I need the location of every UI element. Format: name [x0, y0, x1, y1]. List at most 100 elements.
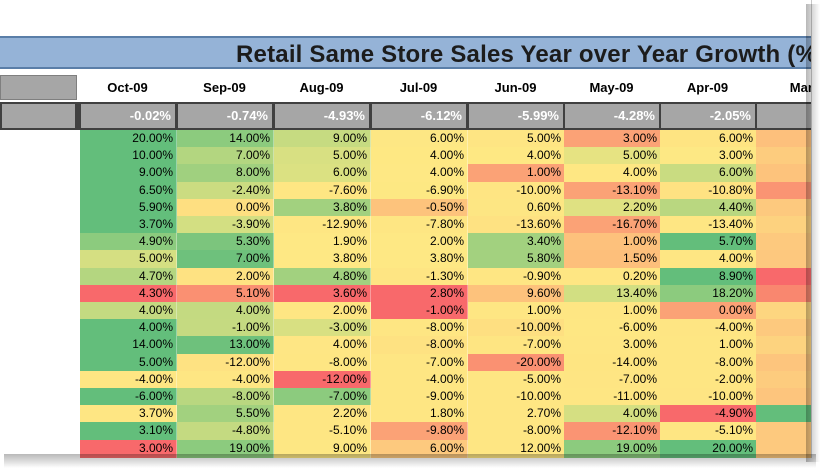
- data-cell[interactable]: 19.00%: [177, 440, 274, 458]
- data-cell[interactable]: 4.40%: [660, 199, 757, 217]
- data-cell[interactable]: 4.00%: [371, 164, 468, 182]
- data-cell[interactable]: 5.10%: [177, 285, 274, 303]
- data-cell[interactable]: 1.00%: [468, 302, 565, 320]
- data-cell[interactable]: 19.00%: [564, 440, 661, 458]
- data-cell[interactable]: -6.00%: [80, 388, 177, 406]
- data-cell[interactable]: [756, 147, 811, 165]
- data-cell[interactable]: 3.10%: [80, 422, 177, 440]
- data-cell[interactable]: [756, 422, 811, 440]
- data-cell[interactable]: 3.40%: [468, 233, 565, 251]
- data-cell[interactable]: -4.80%: [177, 422, 274, 440]
- data-cell[interactable]: 8.90%: [660, 268, 757, 286]
- average-cell-4[interactable]: -5.99%: [469, 104, 563, 128]
- data-cell[interactable]: 6.50%: [80, 182, 177, 200]
- data-cell[interactable]: 5.00%: [564, 147, 661, 165]
- data-cell[interactable]: 3.80%: [274, 199, 371, 217]
- data-cell[interactable]: 3.60%: [274, 285, 371, 303]
- data-cell[interactable]: 13.40%: [564, 285, 661, 303]
- data-cell[interactable]: -9.80%: [371, 422, 468, 440]
- month-header-4[interactable]: Jun-09: [494, 80, 537, 95]
- data-cell[interactable]: 3.00%: [80, 440, 177, 458]
- data-cell[interactable]: 10.00%: [80, 147, 177, 165]
- data-cell[interactable]: -4.00%: [177, 371, 274, 389]
- data-cell[interactable]: 9.00%: [274, 130, 371, 148]
- data-cell[interactable]: 2.80%: [371, 285, 468, 303]
- data-cell[interactable]: 4.00%: [80, 319, 177, 337]
- data-cell[interactable]: -9.00%: [371, 388, 468, 406]
- data-cell[interactable]: [756, 250, 811, 268]
- data-cell[interactable]: 2.20%: [564, 199, 661, 217]
- data-cell[interactable]: -8.00%: [468, 422, 565, 440]
- data-cell[interactable]: -10.80%: [660, 182, 757, 200]
- data-cell[interactable]: 12.00%: [468, 440, 565, 458]
- average-cell-3[interactable]: -6.12%: [372, 104, 466, 128]
- data-cell[interactable]: -10.00%: [468, 182, 565, 200]
- data-cell[interactable]: -0.50%: [371, 199, 468, 217]
- data-cell[interactable]: -7.00%: [371, 354, 468, 372]
- data-cell[interactable]: -13.60%: [468, 216, 565, 234]
- data-cell[interactable]: -12.10%: [564, 422, 661, 440]
- data-cell[interactable]: 3.00%: [564, 336, 661, 354]
- data-cell[interactable]: 2.70%: [468, 405, 565, 423]
- data-cell[interactable]: -5.10%: [660, 422, 757, 440]
- data-cell[interactable]: -4.90%: [660, 405, 757, 423]
- data-cell[interactable]: 0.00%: [660, 302, 757, 320]
- data-cell[interactable]: 4.90%: [80, 233, 177, 251]
- data-cell[interactable]: -8.00%: [371, 319, 468, 337]
- data-cell[interactable]: 5.80%: [468, 250, 565, 268]
- data-cell[interactable]: 2.00%: [274, 302, 371, 320]
- data-cell[interactable]: -10.00%: [468, 388, 565, 406]
- data-cell[interactable]: -2.40%: [177, 182, 274, 200]
- data-cell[interactable]: [756, 233, 811, 251]
- data-cell[interactable]: 5.70%: [660, 233, 757, 251]
- data-cell[interactable]: -16.70%: [564, 216, 661, 234]
- data-cell[interactable]: 5.00%: [274, 147, 371, 165]
- data-cell[interactable]: 4.00%: [468, 147, 565, 165]
- data-cell[interactable]: 4.00%: [177, 302, 274, 320]
- data-cell[interactable]: -1.00%: [371, 302, 468, 320]
- average-cell-6[interactable]: -2.05%: [661, 104, 755, 128]
- data-cell[interactable]: 2.00%: [177, 268, 274, 286]
- data-cell[interactable]: -20.00%: [468, 354, 565, 372]
- data-cell[interactable]: 3.00%: [564, 130, 661, 148]
- data-cell[interactable]: -6.00%: [564, 319, 661, 337]
- data-cell[interactable]: 4.80%: [274, 268, 371, 286]
- data-cell[interactable]: 4.00%: [80, 302, 177, 320]
- data-cell[interactable]: [756, 354, 811, 372]
- data-cell[interactable]: 6.00%: [660, 130, 757, 148]
- data-cell[interactable]: -4.00%: [371, 371, 468, 389]
- data-cell[interactable]: 1.00%: [660, 336, 757, 354]
- data-cell[interactable]: -7.00%: [274, 388, 371, 406]
- data-cell[interactable]: -13.40%: [660, 216, 757, 234]
- data-cell[interactable]: 1.90%: [274, 233, 371, 251]
- data-cell[interactable]: 6.00%: [371, 130, 468, 148]
- data-cell[interactable]: 7.00%: [177, 147, 274, 165]
- data-cell[interactable]: -10.00%: [660, 388, 757, 406]
- month-header-2[interactable]: Aug-09: [299, 80, 344, 95]
- data-cell[interactable]: 4.00%: [564, 164, 661, 182]
- average-cell-7[interactable]: [757, 104, 811, 128]
- data-cell[interactable]: -3.00%: [274, 319, 371, 337]
- data-cell[interactable]: 8.00%: [177, 164, 274, 182]
- data-cell[interactable]: 3.00%: [660, 147, 757, 165]
- data-cell[interactable]: 1.00%: [468, 164, 565, 182]
- data-cell[interactable]: 9.00%: [80, 164, 177, 182]
- data-cell[interactable]: 6.00%: [274, 164, 371, 182]
- data-cell[interactable]: 0.00%: [177, 199, 274, 217]
- data-cell[interactable]: 3.70%: [80, 405, 177, 423]
- data-cell[interactable]: 4.00%: [660, 250, 757, 268]
- data-cell[interactable]: -7.00%: [468, 336, 565, 354]
- data-cell[interactable]: 4.70%: [80, 268, 177, 286]
- header-stub-cell[interactable]: [0, 75, 77, 100]
- data-cell[interactable]: 18.20%: [660, 285, 757, 303]
- data-cell[interactable]: 0.60%: [468, 199, 565, 217]
- month-header-0[interactable]: Oct-09: [107, 80, 148, 95]
- data-cell[interactable]: -8.00%: [371, 336, 468, 354]
- data-cell[interactable]: -8.00%: [660, 354, 757, 372]
- data-cell[interactable]: -6.90%: [371, 182, 468, 200]
- data-cell[interactable]: 5.30%: [177, 233, 274, 251]
- data-cell[interactable]: 14.00%: [80, 336, 177, 354]
- data-cell[interactable]: 20.00%: [660, 440, 757, 458]
- average-cell-1[interactable]: -0.74%: [178, 104, 272, 128]
- average-cell-0[interactable]: -0.02%: [81, 104, 175, 128]
